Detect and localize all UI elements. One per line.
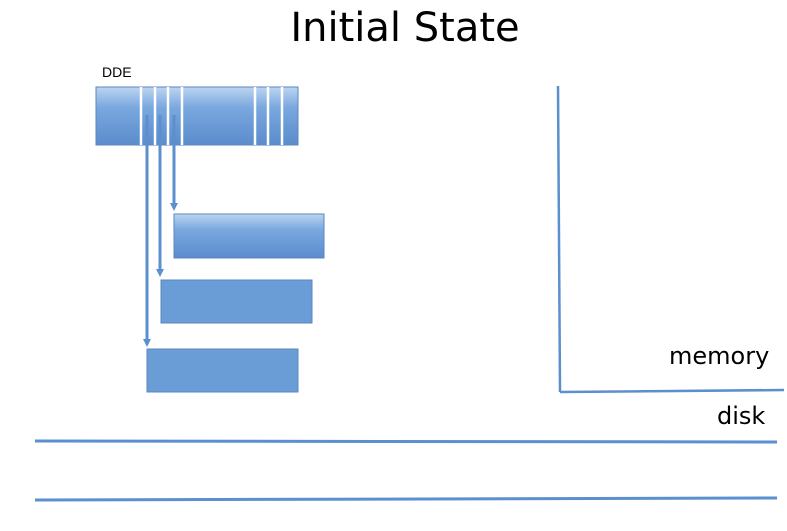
dde-label: DDE (102, 64, 132, 80)
disk-line-top (34, 439, 778, 444)
block-1 (173, 213, 325, 259)
memory-boundary (556, 85, 785, 394)
disk-label: disk (717, 402, 766, 430)
memory-label: memory (669, 342, 770, 370)
disk-line-bottom (34, 496, 778, 502)
dde-block (95, 86, 299, 146)
diagram-title: Initial State (290, 5, 520, 51)
pointer-arrows (143, 115, 178, 347)
block-3 (146, 348, 299, 393)
block-2 (160, 279, 313, 324)
dde-slot-dividers (139, 87, 284, 145)
